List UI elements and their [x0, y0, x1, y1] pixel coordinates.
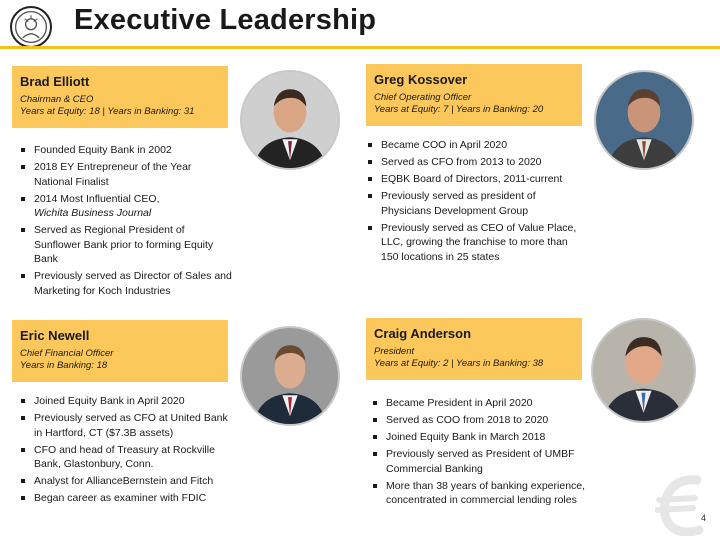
- exec-name: Greg Kossover: [374, 72, 468, 87]
- list-item: CFO and head of Treasury at Rockville Ba…: [20, 443, 232, 472]
- watermark-logo-icon: [654, 474, 713, 537]
- exec-header-craig-anderson: Craig Anderson President Years at Equity…: [366, 318, 582, 380]
- portrait-eric-newell: [240, 326, 340, 426]
- list-item: 2014 Most Influential CEO, Wichita Busine…: [20, 192, 232, 221]
- list-item: 2018 EY Entrepreneur of the Year Nationa…: [20, 160, 232, 189]
- list-item: Began career as examiner with FDIC: [20, 491, 232, 506]
- exec-bullets-greg-kossover: Became COO in April 2020 Served as CFO f…: [367, 138, 577, 267]
- exec-header-greg-kossover: Greg Kossover Chief Operating Officer Ye…: [366, 64, 582, 126]
- list-item: Served as COO from 2018 to 2020: [372, 413, 587, 428]
- list-item: Served as CFO from 2013 to 2020: [367, 155, 577, 170]
- list-item: Previously served as president of Physic…: [367, 189, 577, 218]
- list-item: Previously served as CEO of Value Place,…: [367, 221, 577, 265]
- list-item: Joined Equity Bank in April 2020: [20, 394, 232, 409]
- list-item: EQBK Board of Directors, 2011-current: [367, 172, 577, 187]
- portrait-greg-kossover: [594, 70, 694, 170]
- exec-bullets-craig-anderson: Became President in April 2020 Served as…: [372, 396, 587, 510]
- exec-role: Chairman & CEO: [20, 94, 94, 105]
- exec-tenure: Years at Equity: 18 | Years in Banking: …: [20, 106, 195, 117]
- exec-name: Eric Newell: [20, 328, 90, 343]
- exec-name: Craig Anderson: [374, 326, 472, 341]
- title-divider: [0, 46, 720, 49]
- exec-header-brad-elliott: Brad Elliott Chairman & CEO Years at Equ…: [12, 66, 228, 128]
- list-item: Founded Equity Bank in 2002: [20, 143, 232, 158]
- exec-name: Brad Elliott: [20, 74, 90, 89]
- exec-header-eric-newell: Eric Newell Chief Financial Officer Year…: [12, 320, 228, 382]
- exec-tenure: Years in Banking: 18: [20, 360, 108, 371]
- company-logo: [10, 6, 52, 48]
- portrait-brad-elliott: [240, 70, 340, 170]
- list-item: Previously served as CFO at United Bank …: [20, 411, 232, 440]
- list-item: Served as Regional President of Sunflowe…: [20, 223, 232, 267]
- exec-bullets-eric-newell: Joined Equity Bank in April 2020 Previou…: [20, 394, 232, 508]
- page-number: 4: [701, 513, 707, 523]
- list-item: More than 38 years of banking experience…: [372, 479, 587, 508]
- page-title: Executive Leadership: [74, 4, 377, 36]
- list-item-text: 2014 Most Influential CEO,: [34, 192, 160, 205]
- exec-role: Chief Operating Officer: [374, 92, 472, 103]
- list-item: Previously served as President of UMBF C…: [372, 447, 587, 476]
- exec-role: President: [374, 346, 415, 357]
- list-item-subtext: Wichita Business Journal: [34, 207, 152, 219]
- list-item: Joined Equity Bank in March 2018: [372, 430, 587, 445]
- exec-tenure: Years at Equity: 7 | Years in Banking: 2…: [374, 104, 544, 115]
- list-item: Became President in April 2020: [372, 396, 587, 411]
- list-item: Became COO in April 2020: [367, 138, 577, 153]
- exec-bullets-brad-elliott: Founded Equity Bank in 2002 2018 EY Entr…: [20, 143, 232, 301]
- portrait-craig-anderson: [591, 318, 696, 423]
- exec-tenure: Years at Equity: 2 | Years in Banking: 3…: [374, 358, 544, 369]
- exec-role: Chief Financial Officer: [20, 348, 114, 359]
- list-item: Previously served as Director of Sales a…: [20, 269, 232, 298]
- list-item: Analyst for AllianceBernstein and Fitch: [20, 474, 232, 489]
